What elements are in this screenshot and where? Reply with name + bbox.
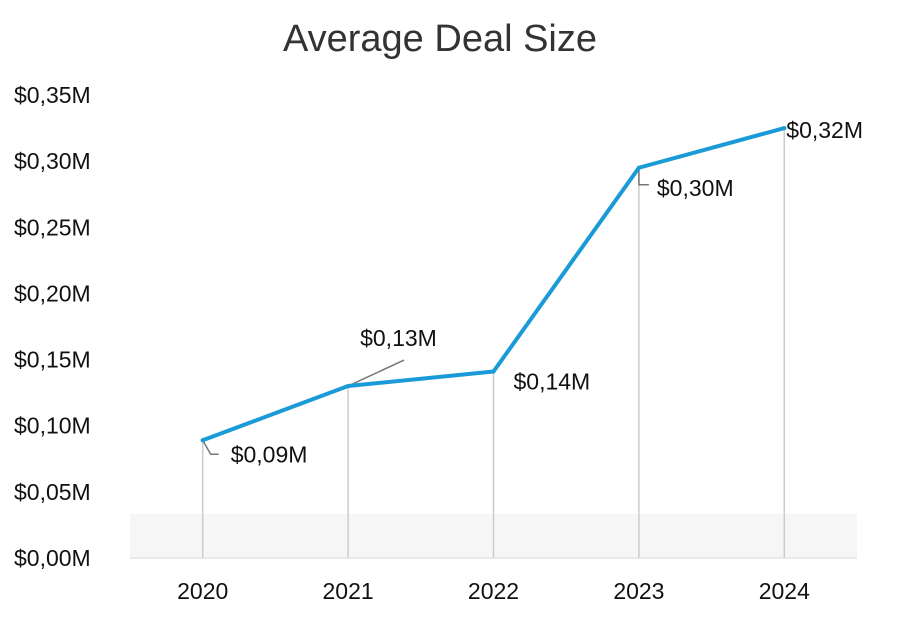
data-label: $0,32M [786, 117, 863, 143]
y-tick-label: $0,35M [14, 82, 91, 108]
leader-line [347, 359, 405, 387]
y-tick-label: $0,25M [14, 214, 91, 240]
data-point [782, 126, 787, 131]
x-tick-label: 2022 [468, 578, 519, 604]
y-tick-label: $0,00M [14, 545, 91, 571]
y-tick-label: $0,15M [14, 347, 91, 373]
leader-line [202, 439, 219, 456]
x-tick-label: 2024 [759, 578, 810, 604]
data-label: $0,09M [231, 441, 308, 467]
y-tick-label: $0,30M [14, 148, 91, 174]
y-tick-label: $0,20M [14, 280, 91, 306]
data-label: $0,13M [360, 325, 437, 351]
x-tick-label: 2023 [613, 578, 664, 604]
x-tick-label: 2021 [323, 578, 374, 604]
data-label: $0,14M [514, 368, 591, 394]
data-point [491, 369, 496, 374]
x-tick-label: 2020 [177, 578, 228, 604]
data-point [636, 165, 641, 170]
y-tick-label: $0,05M [14, 479, 91, 505]
chart-title: Average Deal Size [282, 18, 598, 60]
data-point [346, 384, 351, 389]
data-point [200, 438, 205, 443]
y-tick-label: $0,10M [14, 413, 91, 439]
leader-line [638, 167, 649, 186]
data-label: $0,30M [657, 175, 734, 201]
